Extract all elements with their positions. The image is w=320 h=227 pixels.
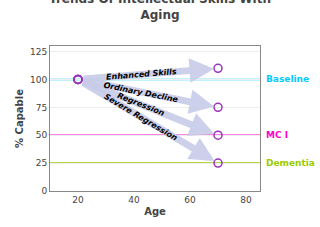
svg-text:50: 50	[36, 130, 48, 140]
svg-text:Trends Of Intellectual Skills: Trends Of Intellectual Skills WithAging	[49, 0, 271, 22]
svg-text:Regression: Regression	[116, 91, 166, 118]
svg-text:Age: Age	[144, 206, 166, 217]
svg-text:% Capable: % Capable	[14, 89, 25, 148]
svg-text:Ordinary Decline: Ordinary Decline	[103, 81, 180, 105]
svg-text:75: 75	[36, 103, 47, 113]
svg-text:125: 125	[30, 47, 47, 57]
svg-text:Baseline: Baseline	[266, 74, 309, 84]
svg-text:60: 60	[184, 195, 196, 205]
svg-text:80: 80	[240, 195, 252, 205]
svg-text:Enhanced Skills: Enhanced Skills	[106, 67, 177, 82]
svg-text:MC I: MC I	[266, 130, 288, 140]
svg-text:Dementia: Dementia	[266, 158, 315, 168]
svg-text:Severe Regression: Severe Regression	[102, 92, 179, 143]
svg-text:40: 40	[128, 195, 140, 205]
svg-text:0: 0	[41, 186, 47, 196]
svg-text:100: 100	[30, 75, 47, 85]
svg-text:25: 25	[36, 158, 47, 168]
svg-text:20: 20	[72, 195, 84, 205]
